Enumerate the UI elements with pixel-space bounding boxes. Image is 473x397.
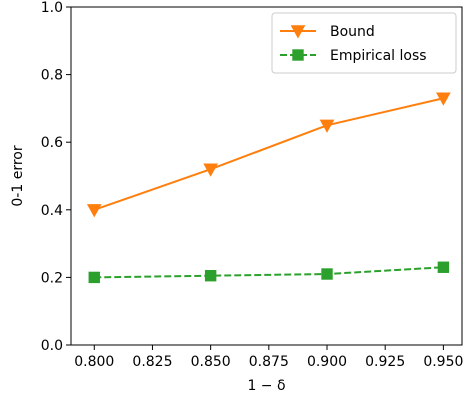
x-tick-label: 0.925 [365,354,405,370]
x-tick-label: 0.950 [423,354,463,370]
y-tick-label: 1.0 [41,0,63,16]
x-tick-label: 0.875 [249,354,289,370]
legend-marker [292,49,304,61]
data-point [86,204,102,218]
data-point [319,119,335,133]
legend-label: Bound [330,24,375,40]
legend-marker [290,25,306,39]
legend-entry: Empirical loss [280,48,427,64]
plot-frame [70,6,463,346]
y-tick-label: 0.4 [41,203,63,219]
data-point [437,261,450,273]
series-bound [86,92,451,218]
legend-label: Empirical loss [330,48,427,64]
plot-marks [86,92,451,284]
data-point [203,163,218,177]
y-tick-label: 0.0 [41,338,63,354]
x-tick-label: 0.900 [307,354,347,370]
data-point [204,270,217,282]
y-tick-label: 0.8 [41,68,63,84]
series-line [94,266,444,279]
x-tick-label: 0.825 [132,354,172,370]
x-axis: 0.800 0.825 0.850 0.875 0.900 0.925 0.950 [74,345,463,370]
legend-entry: Bound [280,24,375,40]
y-axis: 0.0 0.2 0.4 0.6 0.8 1.0 [41,0,71,354]
series-empirical-loss [88,261,450,284]
x-tick-label: 0.800 [74,354,114,370]
data-point [321,268,333,280]
y-tick-label: 0.2 [41,270,63,286]
data-point [88,271,100,284]
data-point [436,92,451,106]
y-tick-label: 0.6 [41,135,63,151]
y-axis-label: 0-1 error [10,145,26,206]
x-axis-label: 1 − δ [247,378,285,394]
x-tick-label: 0.850 [191,354,231,370]
legend: Bound Empirical loss [271,12,457,74]
series-line [93,97,444,211]
legend-box [271,12,457,74]
